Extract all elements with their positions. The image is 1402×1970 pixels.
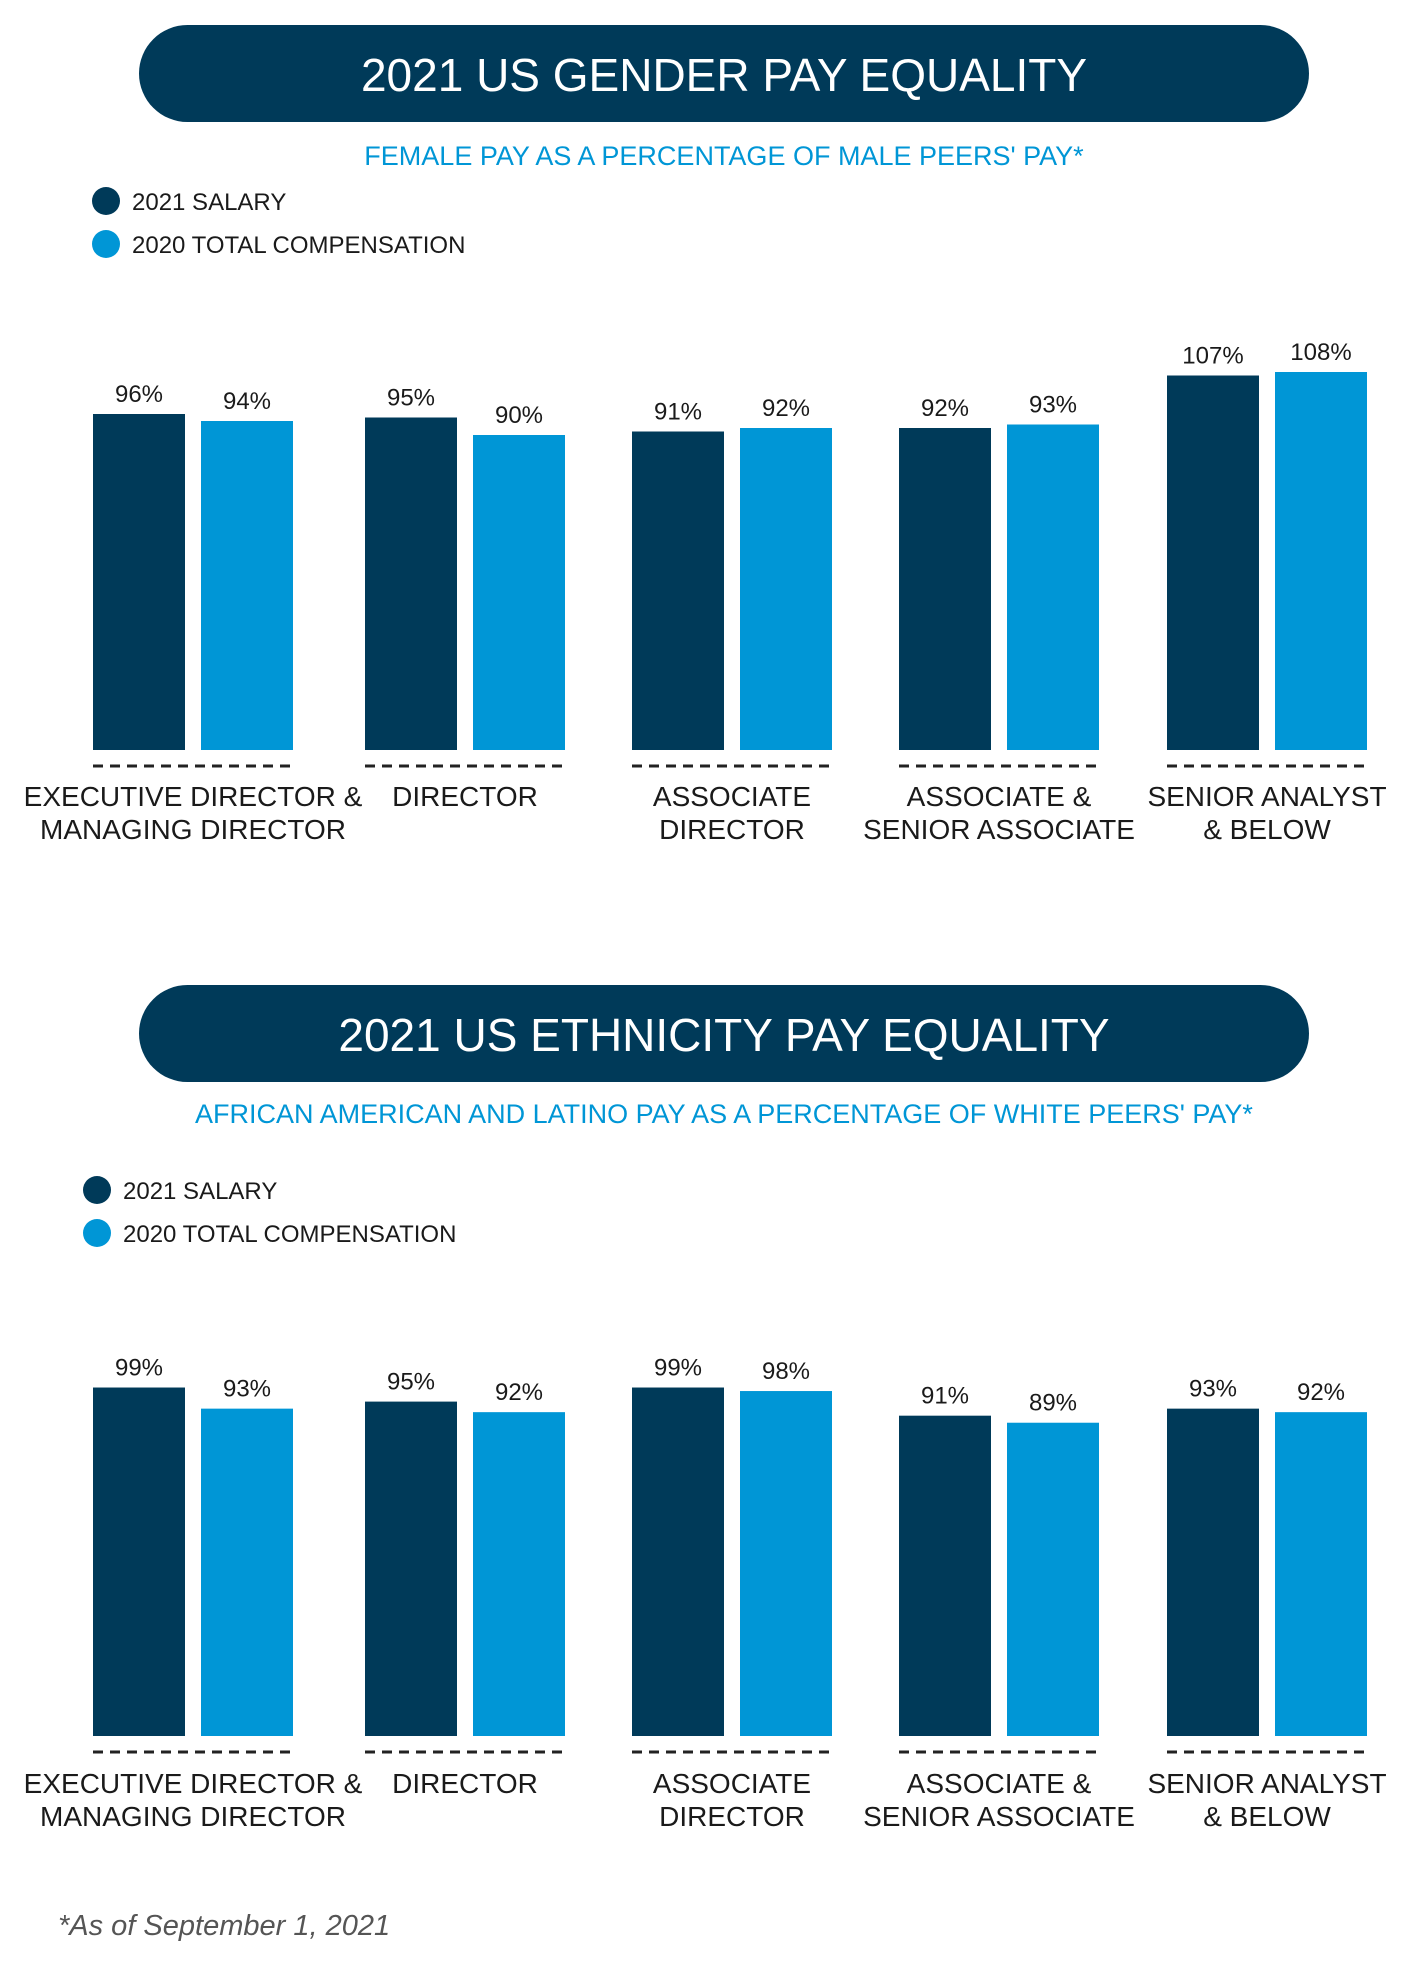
bar-group: 99% 93% 95% 92% 99% 98% 91% 89% 93% 92% [93,1355,1367,1736]
legend-label-salary: 2021 SALARY [123,1178,277,1205]
data-label: 99% [115,1355,163,1382]
bar-total-comp-1 [473,1412,565,1736]
bar-total-comp-4 [1275,1412,1367,1736]
category-label: EXECUTIVE DIRECTOR & MANAGING DIRECTOR [24,1768,363,1832]
legend: 2021 SALARY 2020 TOTAL COMPENSATION [92,187,465,259]
data-label: 108% [1290,339,1351,366]
legend: 2021 SALARY 2020 TOTAL COMPENSATION [83,1176,456,1248]
category-label: ASSOCIATE DIRECTOR [653,781,811,845]
category-label: ASSOCIATE & SENIOR ASSOCIATE [863,781,1135,845]
chart-title-banner [139,25,1309,122]
data-label: 93% [1189,1376,1237,1403]
chart-subtitle: AFRICAN AMERICAN AND LATINO PAY AS A PER… [195,1099,1253,1129]
legend-label-total-comp: 2020 TOTAL COMPENSATION [132,232,465,259]
footnote: *As of September 1, 2021 [58,1910,390,1942]
legend-label-salary: 2021 SALARY [132,189,286,216]
bar-salary-2 [632,1387,724,1736]
bar-salary-0 [93,414,185,750]
chart-title-banner [139,985,1309,1082]
data-label: 93% [1029,392,1077,419]
category-labels: EXECUTIVE DIRECTOR & MANAGING DIRECTOR DIR… [24,1768,1387,1832]
bar-total-comp-4 [1275,372,1367,750]
data-label: 96% [115,381,163,408]
bar-total-comp-2 [740,428,832,750]
data-label: 94% [223,388,271,415]
category-label: DIRECTOR [392,781,538,812]
chart-title: 2021 US GENDER PAY EQUALITY [361,49,1087,101]
data-label: 98% [762,1358,810,1385]
bar-group: 96% 94% 95% 90% 91% 92% 92% 93% 107% 108% [93,339,1367,750]
bar-salary-2 [632,431,724,750]
bar-total-comp-0 [201,421,293,750]
data-label: 93% [223,1376,271,1403]
category-label: SENIOR ANALYST & BELOW [1147,1768,1386,1832]
legend-label-total-comp: 2020 TOTAL COMPENSATION [123,1221,456,1248]
legend-swatch-salary [83,1176,111,1204]
data-label: 107% [1182,343,1243,370]
bar-total-comp-2 [740,1391,832,1736]
data-label: 92% [762,395,810,422]
data-label: 91% [921,1383,969,1410]
data-label: 99% [654,1355,702,1382]
category-label: ASSOCIATE & SENIOR ASSOCIATE [863,1768,1135,1832]
chart-subtitle: FEMALE PAY AS A PERCENTAGE OF MALE PEERS… [364,141,1084,171]
ethnicity-pay-chart: 2021 US ETHNICITY PAY EQUALITY AFRICAN A… [24,985,1387,1832]
category-label: ASSOCIATE DIRECTOR [653,1768,811,1832]
data-label: 92% [921,395,969,422]
bar-total-comp-1 [473,435,565,750]
chart-title: 2021 US ETHNICITY PAY EQUALITY [338,1009,1109,1061]
data-label: 95% [387,1369,435,1396]
data-label: 90% [495,402,543,429]
bar-salary-3 [899,1415,991,1736]
bar-salary-4 [1167,375,1259,750]
category-label: DIRECTOR [392,1768,538,1799]
bar-salary-0 [93,1387,185,1736]
bar-salary-1 [365,1401,457,1736]
bar-salary-3 [899,428,991,750]
bar-salary-4 [1167,1408,1259,1736]
category-label: EXECUTIVE DIRECTOR & MANAGING DIRECTOR [24,781,363,845]
legend-swatch-salary [92,187,120,215]
bar-total-comp-3 [1007,424,1099,750]
legend-swatch-total-comp [83,1219,111,1247]
data-label: 92% [495,1379,543,1406]
bar-total-comp-3 [1007,1422,1099,1736]
gender-pay-chart: 2021 US GENDER PAY EQUALITY FEMALE PAY A… [24,25,1387,845]
category-label: SENIOR ANALYST & BELOW [1147,781,1386,845]
bar-salary-1 [365,417,457,750]
category-labels: EXECUTIVE DIRECTOR & MANAGING DIRECTOR DIR… [24,781,1387,845]
legend-swatch-total-comp [92,230,120,258]
data-label: 95% [387,385,435,412]
data-label: 91% [654,399,702,426]
data-label: 89% [1029,1390,1077,1417]
bar-total-comp-0 [201,1408,293,1736]
data-label: 92% [1297,1379,1345,1406]
